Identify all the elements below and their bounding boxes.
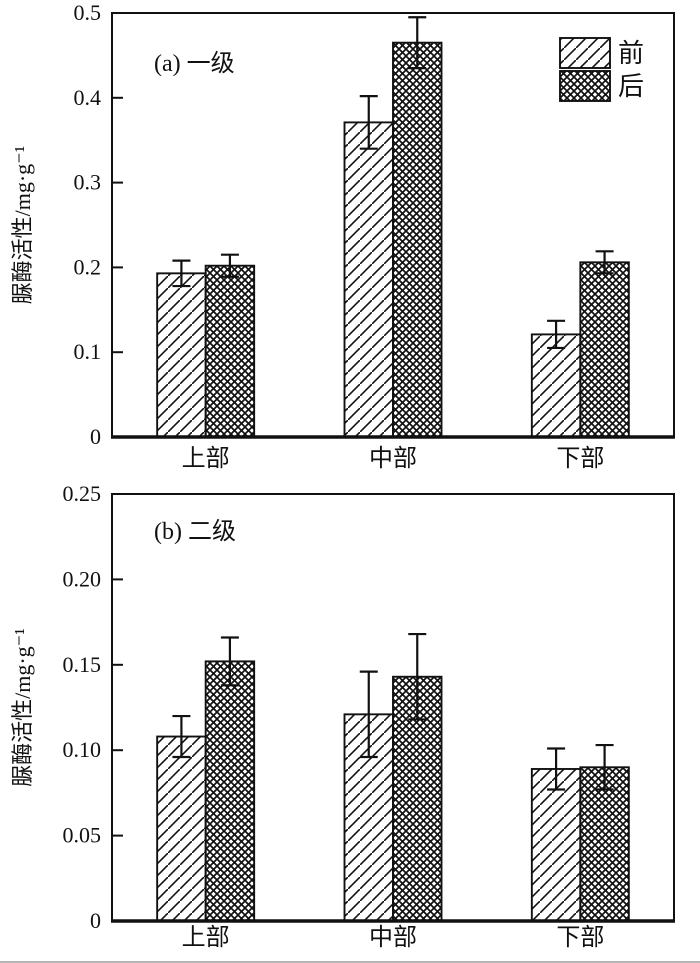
x-category-label: 上部: [182, 924, 230, 951]
y-tick-label: 0.20: [63, 566, 102, 591]
bar-后-下部: [579, 261, 630, 438]
y-axis-title: 脲酶活性/mg·g⁻¹: [10, 628, 35, 787]
y-tick-label: 0.10: [63, 737, 102, 762]
chart-panel-b: 0 0.05 0.10 0.15 0.20 0.25 上部 中部 下部 (b) 二级脲酶活性/mg…: [10, 481, 675, 951]
bar-后-下部: [579, 766, 630, 922]
bar-后-上部: [204, 264, 256, 438]
x-category-label: 下部: [556, 445, 604, 472]
x-category-label: 中部: [369, 924, 417, 951]
bar-前-中部: [343, 121, 394, 438]
y-tick-label: 0.05: [63, 823, 102, 848]
bar-后-上部: [204, 660, 256, 922]
panel-title: (b) 二级: [154, 518, 236, 545]
legend: 前后: [559, 37, 644, 102]
bar-前-下部: [530, 333, 582, 438]
legend-label-前: 前: [618, 39, 644, 68]
y-tick-label: 0.15: [63, 652, 102, 677]
y-tick-label: 0: [90, 424, 101, 449]
panel-title: (a) 一级: [154, 50, 235, 77]
y-tick-label: 0.25: [63, 481, 102, 506]
x-category-label: 下部: [556, 924, 604, 951]
bar-前-上部: [156, 272, 207, 438]
page-edge-line: [0, 961, 700, 963]
legend-swatch-后: [559, 70, 611, 102]
y-tick-label: 0.5: [74, 0, 102, 25]
legend-label-后: 后: [618, 72, 644, 101]
bar-前-上部: [156, 735, 207, 922]
y-tick-label: 0.2: [74, 254, 102, 279]
x-category-label: 上部: [182, 445, 230, 472]
x-category-label: 中部: [369, 445, 417, 472]
y-tick-label: 0.3: [74, 170, 102, 195]
y-axis-title: 脲酶活性/mg·g⁻¹: [10, 146, 35, 305]
y-tick-label: 0.4: [74, 85, 102, 110]
bar-前-下部: [530, 768, 582, 922]
y-tick-label: 0: [90, 908, 101, 933]
bar-后-中部: [392, 41, 443, 438]
y-tick-label: 0.1: [74, 339, 102, 364]
legend-swatch-前: [559, 37, 611, 69]
